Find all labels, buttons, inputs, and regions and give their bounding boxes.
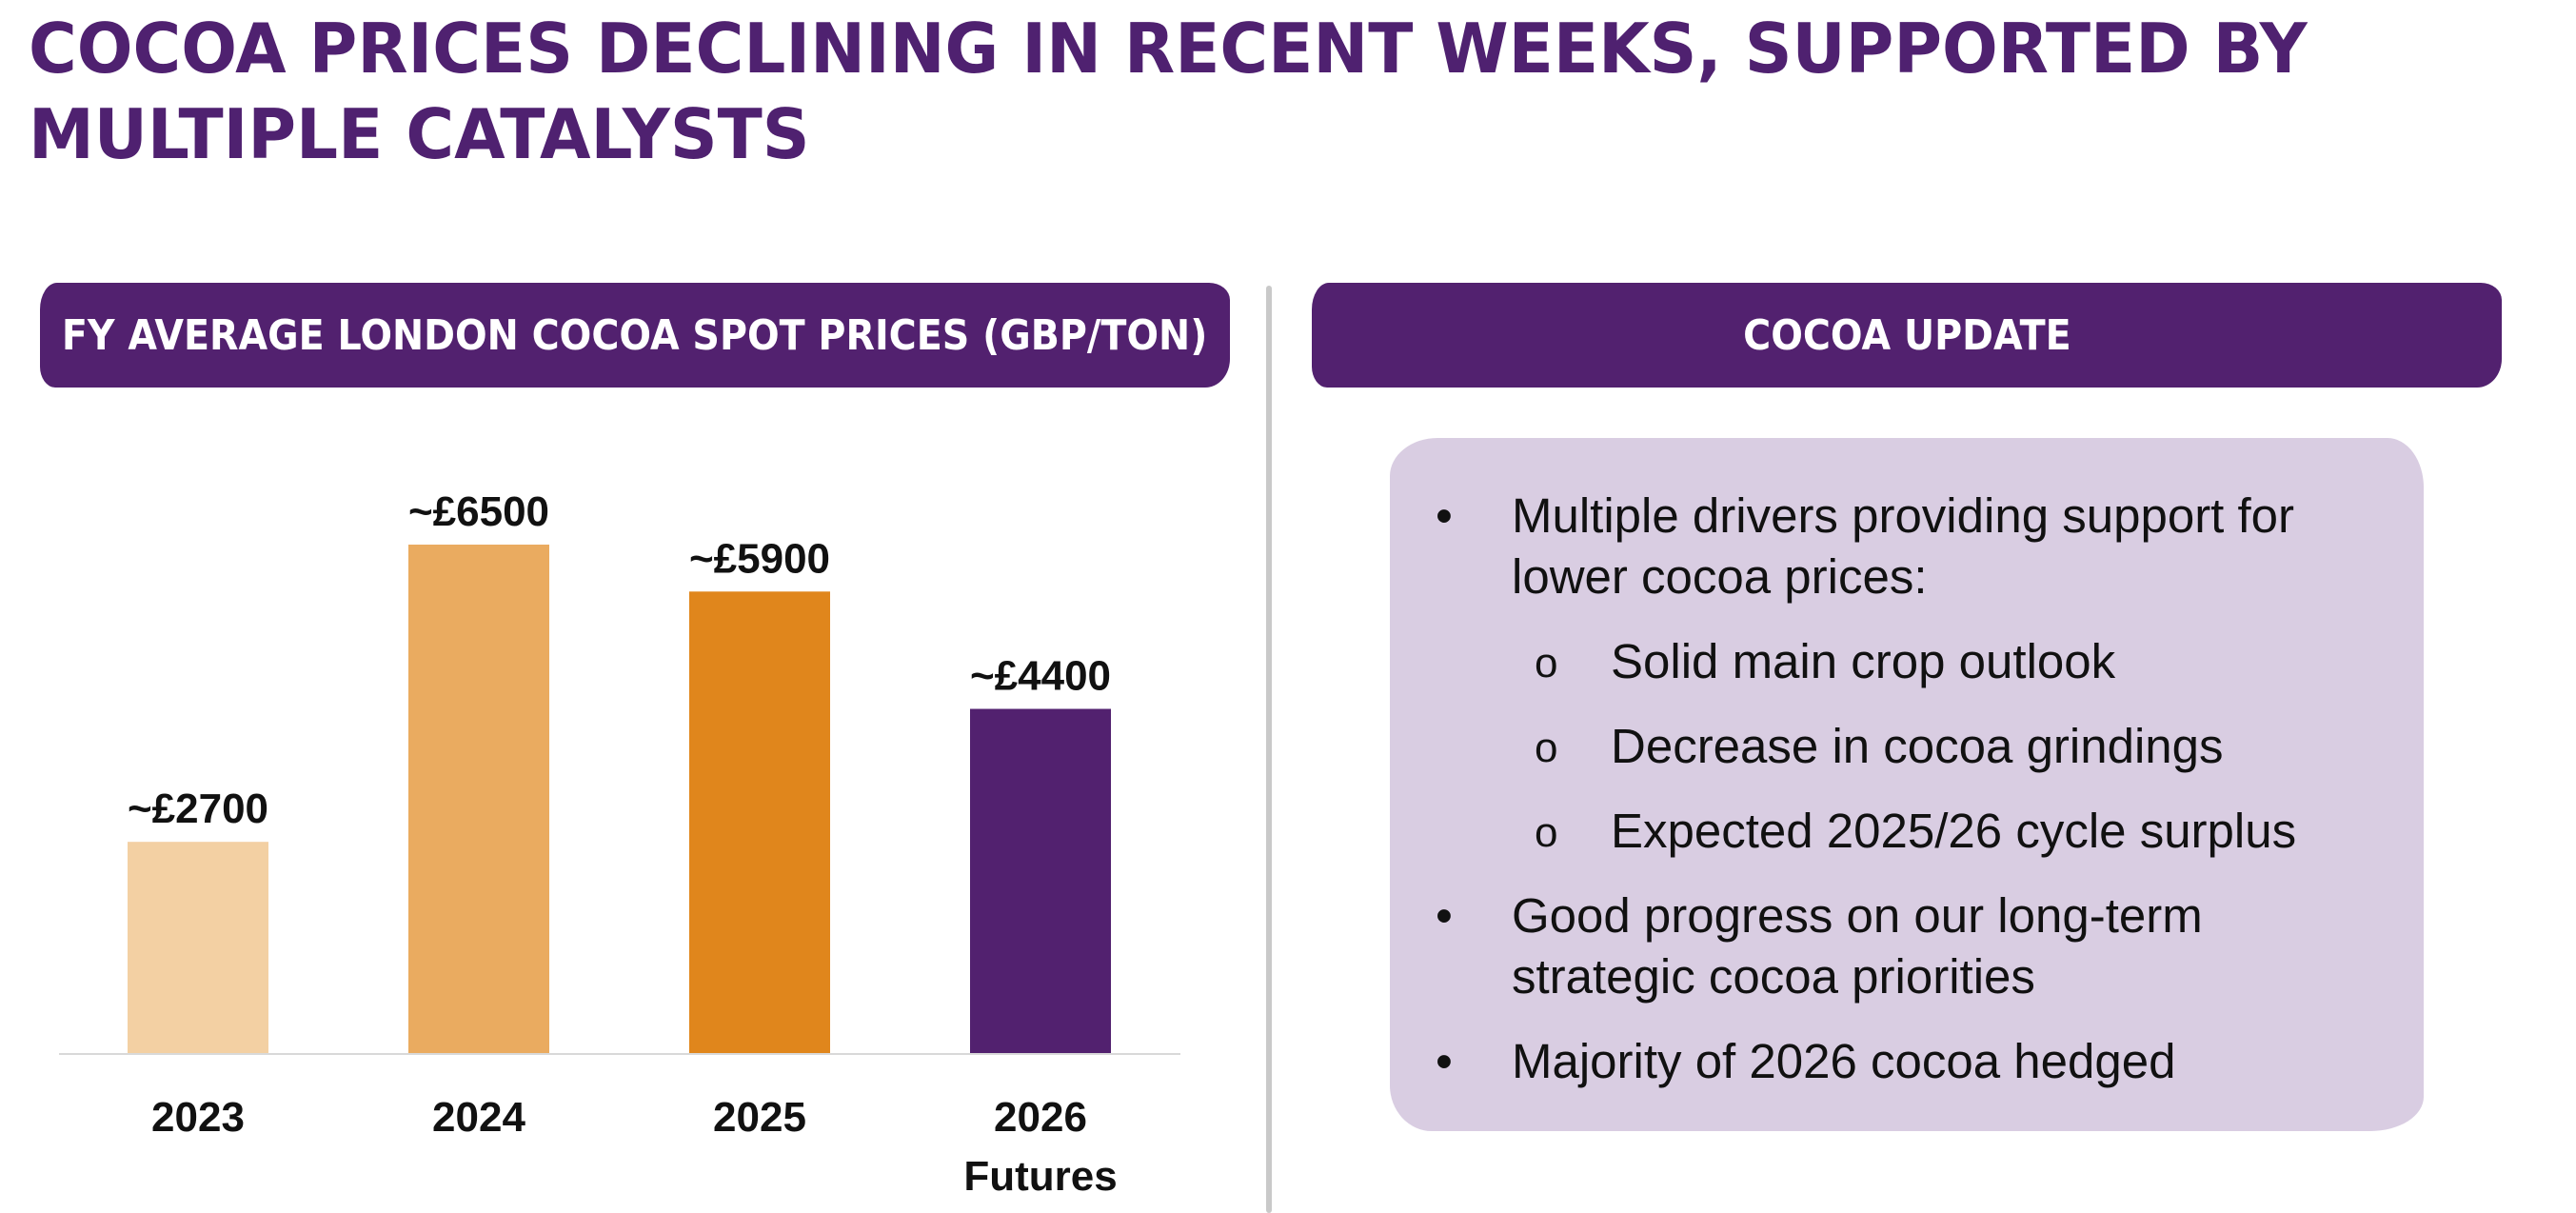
- bar-2024: [408, 545, 549, 1053]
- cocoa-update-panel: Multiple drivers providing support for l…: [1390, 438, 2424, 1131]
- chart-header-banner: FY Average London Cocoa Spot Prices (GBP…: [40, 283, 1230, 388]
- bar-2023: [128, 842, 268, 1053]
- update-bullet-text: Good progress on our long-term strategic…: [1512, 888, 2203, 1004]
- data-label: ~£5900: [689, 535, 830, 582]
- update-bullet-list: Multiple drivers providing support for l…: [1417, 486, 2386, 1092]
- x-tick-label: Futures: [963, 1153, 1117, 1200]
- update-sub-bullet: Expected 2025/26 cycle surplus: [1512, 801, 2386, 864]
- bar-2026-futures: [970, 708, 1111, 1053]
- page-title: Cocoa prices declining in recent weeks, …: [29, 9, 2308, 174]
- update-bullet-text: Majority of 2026 cocoa hedged: [1512, 1034, 2176, 1088]
- update-bullet: Majority of 2026 cocoa hedged: [1417, 1031, 2386, 1092]
- cocoa-update-label: Cocoa Update: [1742, 310, 2071, 360]
- data-label: ~£6500: [408, 488, 549, 535]
- chart-header-label: FY Average London Cocoa Spot Prices (GBP…: [62, 310, 1208, 360]
- x-tick-label: 2024: [432, 1094, 525, 1141]
- data-label: ~£4400: [970, 653, 1111, 700]
- x-tick-label: 2026: [994, 1094, 1087, 1141]
- cocoa-update-banner: Cocoa Update: [1312, 283, 2502, 388]
- x-tick-label: 2025: [713, 1094, 806, 1141]
- update-bullet: Good progress on our long-term strategic…: [1417, 885, 2386, 1007]
- panel-divider: [1266, 286, 1272, 1213]
- x-tick-label: 2023: [151, 1094, 245, 1141]
- bar-2025: [689, 591, 830, 1053]
- update-sub-bullet-list: Solid main crop outlook Decrease in cocoa…: [1512, 631, 2386, 864]
- update-sub-bullet: Decrease in cocoa grindings: [1512, 716, 2386, 779]
- update-bullet-text: Multiple drivers providing support for l…: [1512, 488, 2295, 604]
- update-bullet: Multiple drivers providing support for l…: [1417, 486, 2386, 864]
- update-sub-bullet: Solid main crop outlook: [1512, 631, 2386, 694]
- price-bar-chart: ~£2700 2023 ~£6500 2024 ~£5900 2025 ~£4400 2026…: [59, 488, 1180, 1200]
- data-label: ~£2700: [128, 785, 268, 832]
